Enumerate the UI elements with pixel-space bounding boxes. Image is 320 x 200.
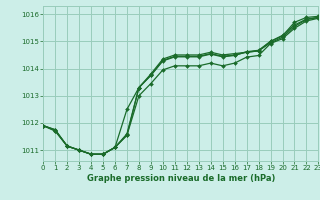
X-axis label: Graphe pression niveau de la mer (hPa): Graphe pression niveau de la mer (hPa): [87, 174, 275, 183]
